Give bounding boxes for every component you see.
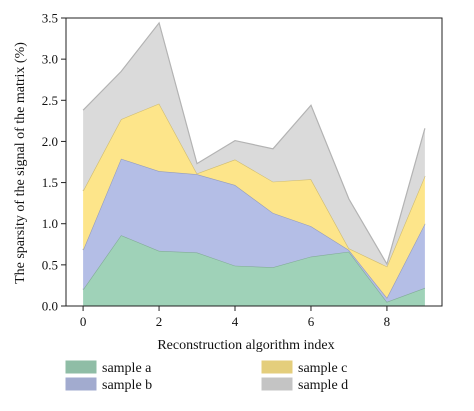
legend-swatch	[65, 360, 97, 374]
legend-item: sample a	[65, 360, 152, 376]
x-axis-label: Reconstruction algorithm index	[157, 338, 334, 353]
area-series-4	[83, 22, 425, 267]
area-series-4-edge	[82, 21, 426, 266]
x-axis-ticks: 0 2 4 6 8	[80, 306, 390, 329]
x-tick-label: 0	[80, 314, 87, 329]
area-series-1	[83, 235, 425, 306]
x-tick-label: 6	[308, 314, 315, 329]
x-tick-label: 8	[384, 314, 391, 329]
y-axis-ticks: 0.0 0.5 1.0 1.5 2.0 2.5 3.0 3.5	[42, 11, 66, 314]
y-tick-label: 3.5	[42, 11, 58, 26]
plot-areas	[82, 21, 426, 306]
legend-swatch	[261, 377, 293, 391]
legend-label: sample d	[298, 378, 348, 393]
y-axis-label: The sparsity of the signal of the matrix…	[13, 42, 28, 284]
y-tick-label: 3.0	[42, 52, 58, 67]
legend-item: sample b	[65, 377, 152, 393]
y-tick-label: 0.5	[42, 257, 58, 272]
y-tick-label: 2.0	[42, 134, 58, 149]
legend-label: sample b	[102, 378, 152, 393]
y-tick-label: 1.0	[42, 216, 58, 231]
plot-frame	[65, 17, 443, 307]
area-series-3	[83, 103, 425, 298]
y-tick-label: 1.5	[42, 175, 58, 190]
legend-swatch	[65, 377, 97, 391]
area-series-3-edge	[82, 102, 426, 268]
legend-swatch	[261, 360, 293, 374]
area-series-2	[83, 158, 425, 302]
legend-item: sample d	[261, 377, 348, 393]
legend-label: sample a	[102, 361, 152, 376]
x-tick-label: 2	[156, 314, 163, 329]
legend-label: sample c	[298, 361, 347, 376]
legend-item: sample c	[261, 360, 347, 376]
x-tick-label: 4	[232, 314, 239, 329]
legend: sample a sample b sample c sample d	[65, 360, 348, 393]
y-tick-label: 0.0	[42, 299, 58, 314]
y-tick-label: 2.5	[42, 93, 58, 108]
